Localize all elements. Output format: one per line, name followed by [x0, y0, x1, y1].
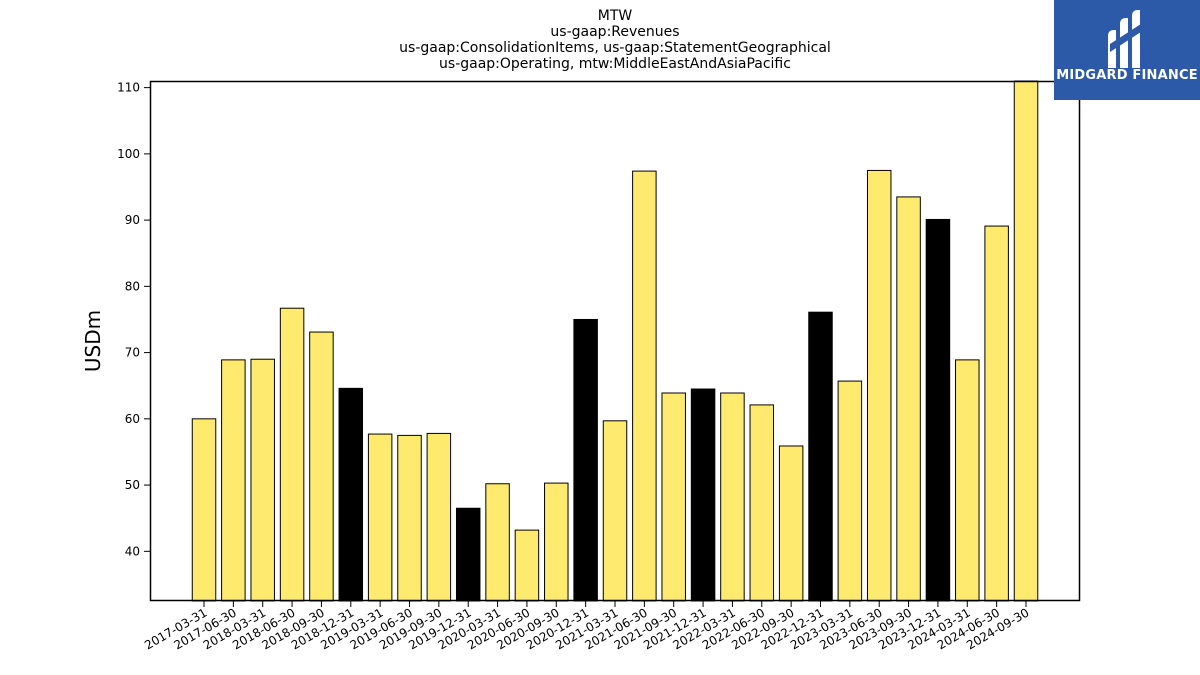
bar-2020-03-31: [485, 483, 510, 602]
y-ticks-group: 40 50 60 70 80 90 100 110: [117, 81, 150, 558]
y-tick-label: 80: [125, 279, 140, 293]
plot-frame: [149, 80, 1081, 602]
y-tick-label: 60: [125, 412, 140, 426]
bar-2024-03-31: [955, 359, 980, 602]
y-tick-label: 110: [117, 81, 140, 95]
bar-2018-09-30: [309, 331, 334, 602]
logo: MIDGARD FINANCE: [1054, 0, 1200, 100]
bar-2019-03-31: [367, 433, 393, 602]
y-tick-label: 50: [125, 478, 140, 492]
bar-2020-09-30: [544, 482, 569, 602]
y-tick-label: 100: [117, 147, 140, 161]
y-tick-label: 40: [125, 544, 140, 558]
bar-2022-12-31: [808, 311, 833, 602]
bar-2019-12-31: [455, 507, 481, 602]
bar-2021-03-31: [602, 420, 628, 602]
bar-2020-06-30: [514, 529, 540, 602]
bar-2018-12-31: [338, 387, 364, 602]
logo-mark-icon: [1108, 10, 1144, 68]
bar-2023-06-30: [866, 169, 892, 602]
bars-group: [191, 80, 1039, 602]
bar-2018-06-30: [279, 307, 305, 602]
title-line-3: us-gaap:ConsolidationItems, us-gaap:Stat…: [399, 40, 831, 56]
bar-2023-03-31: [837, 380, 863, 602]
y-tick-label: 70: [125, 346, 140, 360]
bar-2024-09-30: [1013, 80, 1039, 602]
y-tick-label: 90: [125, 213, 140, 227]
bar-2022-06-30: [749, 404, 775, 602]
logo-text: MIDGARD FINANCE: [1056, 68, 1198, 83]
bar-2023-09-30: [896, 196, 921, 602]
title-line-4: us-gaap:Operating, mtw:MiddleEastAndAsia…: [439, 56, 791, 72]
bar-2021-12-31: [690, 388, 716, 602]
bar-2022-09-30: [778, 445, 804, 602]
bar-2022-03-31: [720, 392, 745, 602]
bar-2019-06-30: [397, 434, 422, 602]
bar-2018-03-31: [250, 358, 275, 602]
bar-2023-12-31: [925, 218, 951, 602]
title-line-1: MTW: [598, 8, 633, 24]
bar-2017-06-30: [221, 359, 246, 602]
bar-2021-09-30: [661, 392, 686, 602]
bar-2020-12-31: [573, 318, 598, 602]
bar-2017-03-31: [191, 418, 217, 602]
bar-2019-09-30: [426, 432, 452, 602]
y-axis-label: USDm: [81, 310, 105, 372]
bar-2021-06-30: [632, 170, 657, 602]
chart-title: MTW us-gaap:Revenues us-gaap:Consolidati…: [399, 8, 831, 72]
bar-2024-06-30: [984, 225, 1009, 602]
title-line-2: us-gaap:Revenues: [550, 24, 679, 40]
x-ticks-group: 2017-03-312017-06-302018-03-312018-06-30…: [142, 601, 1032, 652]
